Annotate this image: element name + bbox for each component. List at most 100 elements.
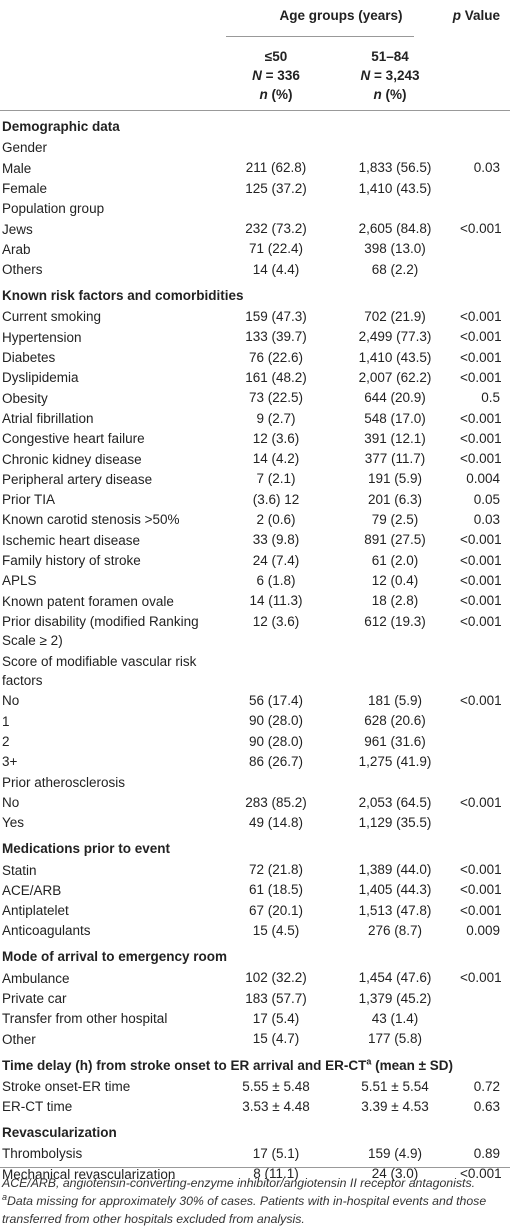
row-label: 3+ <box>2 754 18 770</box>
group-2-value: 12 (0.4) <box>371 572 419 588</box>
group-1-value-cell: 5.55 ± 5.48 <box>222 1077 330 1097</box>
p-value-cell: <0.001 <box>460 530 510 550</box>
row-label-cell: Yes <box>0 813 222 833</box>
row-label-cell: ER-CT time <box>0 1097 222 1117</box>
row-label-cell: Obesity <box>0 388 222 408</box>
group-1-value-cell: 232 (73.2) <box>222 219 330 239</box>
row-label: 2 <box>2 734 10 750</box>
section-row: Time delay (h) from stroke onset to ER a… <box>0 1050 510 1077</box>
table-row: Others 14 (4.4) 68 (2.2) <box>0 260 510 280</box>
row-label-cell: Prior disability (modified Ranking Scale… <box>0 612 222 652</box>
group-1-value: 102 (32.2) <box>245 970 307 986</box>
group-1-value: 72 (21.8) <box>248 862 304 878</box>
table-row: Chronic kidney disease 14 (4.2) 377 (11.7)… <box>0 449 510 469</box>
table-row: Anticoagulants 15 (4.5) 276 (8.7) 0.009 <box>0 921 510 941</box>
group-2-value-cell: 398 (13.0) <box>330 239 460 259</box>
p-value: <0.001 <box>460 532 502 548</box>
footnotes: ACE/ARB, angiotensin-converting-enzyme i… <box>0 1167 510 1228</box>
p-value-cell: 0.05 <box>460 490 510 510</box>
section-title-text: Medications prior to event <box>2 841 171 857</box>
group-2-value: 891 (27.5) <box>364 532 426 548</box>
group-2-value-cell: 1,410 (43.5) <box>330 179 460 199</box>
group-1-value-cell: 161 (48.2) <box>222 368 330 388</box>
group-2-value-cell: 1,513 (47.8) <box>330 901 460 921</box>
row-label: Other <box>2 1031 36 1047</box>
p-value-cell <box>460 772 510 792</box>
row-label: Statin <box>2 862 37 878</box>
p-value-cell: 0.004 <box>460 469 510 489</box>
p-value: <0.001 <box>460 794 502 810</box>
group-1-value: 86 (26.7) <box>248 753 304 769</box>
row-label-cell: Male <box>0 158 222 178</box>
row-label-cell: Dyslipidemia <box>0 368 222 388</box>
p-value-cell: 0.63 <box>460 1097 510 1117</box>
group-2-value-cell: 391 (12.1) <box>330 429 460 449</box>
group-2-value-cell: 1,454 (47.6) <box>330 968 460 988</box>
group-2-value-cell: 1,389 (44.0) <box>330 860 460 880</box>
p-value: 0.63 <box>473 1098 501 1114</box>
p-value: <0.001 <box>460 430 502 446</box>
group-2-value-cell: 2,007 (62.2) <box>330 368 460 388</box>
row-label-cell: Arab <box>0 239 222 259</box>
section-row: Medications prior to event <box>0 833 510 860</box>
group-1-value: 90 (28.0) <box>248 733 304 749</box>
group-1-value-cell: 9 (2.7) <box>222 409 330 429</box>
group-2-value: 1,410 (43.5) <box>358 349 432 365</box>
group-1-value: 283 (85.2) <box>245 794 307 810</box>
table-row: Thrombolysis 17 (5.1) 159 (4.9) 0.89 <box>0 1144 510 1164</box>
group-2-value: 1,379 (45.2) <box>358 990 432 1006</box>
group-1-value: (3.6) 12 <box>252 491 300 507</box>
group-2-value-cell: 612 (19.3) <box>330 612 460 652</box>
p-value-cell: <0.001 <box>460 307 510 327</box>
table-row: ER-CT time 3.53 ± 4.48 3.39 ± 4.53 0.63 <box>0 1097 510 1117</box>
group-1-value: 14 (4.4) <box>252 261 300 277</box>
row-label-cell: Mechanical revascularization <box>0 1164 222 1184</box>
group-2-value-cell: 644 (20.9) <box>330 388 460 408</box>
table-row: Prior atherosclerosis <box>0 772 510 792</box>
p-value-cell <box>460 1029 510 1049</box>
group-2-value: 191 (5.9) <box>367 471 423 487</box>
group-2-value-cell: 18 (2.8) <box>330 591 460 611</box>
section-title: Known risk factors and comorbidities <box>0 280 510 307</box>
group-2-value-cell: 1,405 (44.3) <box>330 880 460 900</box>
section-title: Revascularization <box>0 1117 510 1144</box>
row-label-cell: Known patent foramen ovale <box>0 591 222 611</box>
p-value-cell: <0.001 <box>460 968 510 988</box>
row-label: Gender <box>2 140 48 156</box>
row-label-cell: Atrial fibrillation <box>0 409 222 429</box>
table-row: Atrial fibrillation 9 (2.7) 548 (17.0) <0.0… <box>0 409 510 429</box>
row-label: Score of modifiable vascular risk factor… <box>2 653 197 689</box>
group-2-value: 3.39 ± 4.53 <box>361 1098 429 1114</box>
p-value-header: p Value <box>453 8 500 23</box>
p-value: <0.001 <box>460 970 502 986</box>
p-value-cell <box>460 179 510 199</box>
p-value-cell: <0.001 <box>460 793 510 813</box>
row-label-cell: Current smoking <box>0 307 222 327</box>
row-label: ACE/ARB <box>2 882 62 898</box>
n-symbol: n <box>373 87 382 102</box>
group-1-value-cell: 90 (28.0) <box>222 711 330 731</box>
p-value: <0.001 <box>460 552 502 568</box>
group-1-value-cell: 86 (26.7) <box>222 752 330 772</box>
group-1-value: 9 (2.7) <box>256 410 296 426</box>
section-title-text: Demographic data <box>2 119 120 134</box>
group-2-value: 391 (12.1) <box>364 430 426 446</box>
p-value-cell: <0.001 <box>460 691 510 711</box>
row-label-cell: Diabetes <box>0 348 222 368</box>
table-row: Congestive heart failure 12 (3.6) 391 (12.… <box>0 429 510 449</box>
group-1-value-cell: 3.53 ± 4.48 <box>222 1097 330 1117</box>
group-1-value-cell: 2 (0.6) <box>222 510 330 530</box>
table-row: Ischemic heart disease 33 (9.8) 891 (27.5)… <box>0 530 510 550</box>
group-1-value-cell: 24 (7.4) <box>222 551 330 571</box>
table-row: Gender <box>0 138 510 158</box>
group-2-value: 181 (5.9) <box>367 693 423 709</box>
age-range: ≤50 <box>264 49 288 64</box>
group-1-value: 5.55 ± 5.48 <box>242 1078 310 1094</box>
table-row: Known patent foramen ovale 14 (11.3) 18 (2… <box>0 591 510 611</box>
p-value: <0.001 <box>460 862 502 878</box>
row-label: Prior TIA <box>2 492 56 508</box>
group-1-value: 73 (22.5) <box>248 390 304 406</box>
row-label: Ambulance <box>2 970 70 986</box>
p-value-cell: 0.5 <box>460 388 510 408</box>
group-1-value-cell: 283 (85.2) <box>222 793 330 813</box>
